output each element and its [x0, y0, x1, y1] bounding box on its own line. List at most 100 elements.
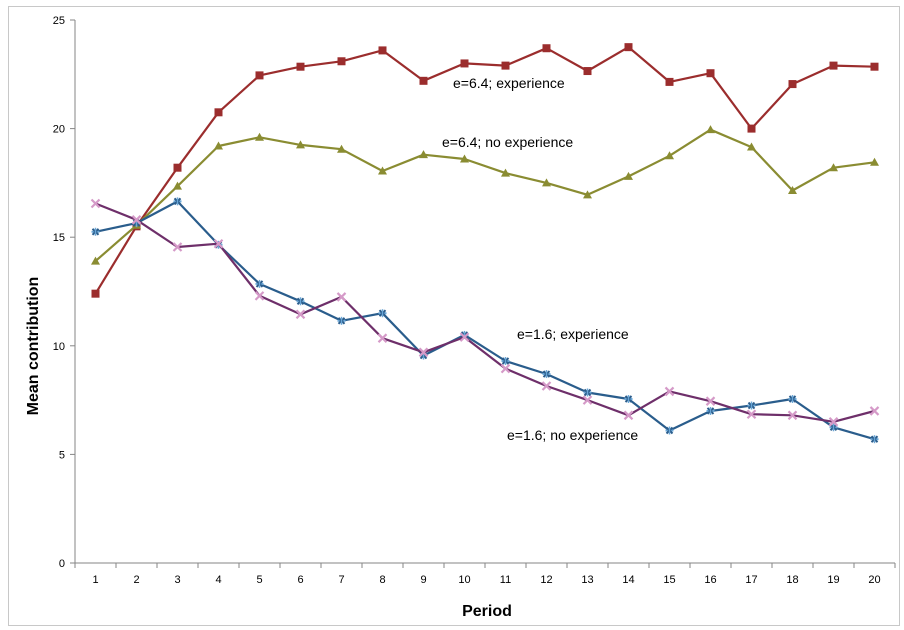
- data-point-s1: [419, 76, 428, 85]
- data-point-s4: [172, 242, 183, 252]
- annotation-e64-experience: e=6.4; experience: [453, 75, 565, 91]
- series-line-3: [95, 200, 875, 441]
- data-point-s4: [828, 417, 839, 427]
- x-tick-label: 18: [786, 574, 798, 586]
- x-tick-label: 16: [704, 574, 716, 586]
- data-point-s2: [296, 140, 305, 149]
- data-point-s1: [296, 62, 305, 71]
- data-point-s2: [624, 171, 633, 180]
- y-tick-label: 15: [53, 232, 65, 244]
- data-point-s4: [418, 347, 429, 358]
- data-point-s4: [131, 215, 142, 225]
- data-point-s4: [336, 292, 347, 302]
- data-point-s1: [255, 71, 264, 80]
- data-point-s4: [705, 396, 716, 406]
- data-point-s2: [706, 125, 715, 134]
- marker-stroke: [336, 292, 347, 302]
- data-point-s2: [829, 163, 838, 172]
- y-tick-label: 10: [53, 341, 65, 353]
- data-point-s1: [747, 124, 756, 133]
- marker-stroke: [541, 381, 552, 391]
- series-line-1: [94, 45, 875, 295]
- x-tick-label: 6: [297, 574, 303, 586]
- x-tick-label: 2: [133, 574, 139, 586]
- marker-stroke: [418, 347, 429, 358]
- x-tick-label: 1: [92, 574, 98, 586]
- x-tick-label: 13: [581, 574, 593, 586]
- x-tick-label: 17: [745, 574, 757, 586]
- data-point-s2: [173, 181, 182, 190]
- data-point-s1: [624, 43, 633, 52]
- data-point-s4: [254, 291, 265, 301]
- marker-stroke: [787, 410, 798, 421]
- annotation-e64-no-experience: e=6.4; no experience: [442, 134, 573, 150]
- data-point-s2: [583, 190, 592, 199]
- data-point-s1: [214, 108, 223, 117]
- data-point-s4: [746, 409, 757, 419]
- data-point-s1: [870, 62, 879, 71]
- data-point-s3: [706, 406, 715, 415]
- x-tick-labels: 1 2 3 4 5 6 7 8 9 10 11 12 13 14 15 16 17 18 19 20: [92, 574, 880, 586]
- data-point-s2: [870, 157, 879, 166]
- data-point-s2: [91, 256, 100, 265]
- data-point-s4: [664, 386, 675, 397]
- data-point-s2: [665, 151, 674, 160]
- data-point-s4: [295, 309, 306, 320]
- y-tick-label: 25: [53, 15, 65, 27]
- data-point-s2: [337, 144, 346, 153]
- x-tick-label: 12: [540, 574, 552, 586]
- series-line-2: [94, 128, 875, 262]
- data-point-s2: [214, 141, 223, 150]
- data-point-s1: [829, 61, 838, 70]
- data-point-s3: [91, 227, 100, 236]
- data-point-s4: [623, 410, 634, 421]
- marker-stroke: [828, 417, 839, 427]
- data-point-s1: [501, 61, 510, 70]
- data-point-s4: [459, 332, 470, 342]
- marker-stroke: [172, 242, 183, 252]
- marker-stroke: [705, 396, 716, 406]
- y-tick-label: 5: [59, 449, 65, 461]
- data-point-s4: [500, 363, 511, 374]
- data-point-s3: [583, 388, 592, 397]
- data-point-s4: [377, 333, 388, 343]
- x-tick-label: 20: [868, 574, 880, 586]
- marker-stroke: [90, 198, 101, 209]
- data-point-s3: [870, 435, 879, 444]
- data-point-s2: [419, 150, 428, 159]
- y-tick-label: 0: [59, 558, 65, 570]
- marker-stroke: [254, 291, 265, 301]
- data-point-s3: [296, 297, 305, 306]
- marker-stroke: [213, 238, 224, 249]
- data-point-s3: [378, 309, 387, 318]
- marker-stroke: [459, 332, 470, 342]
- data-point-s4: [90, 198, 101, 209]
- data-point-s3: [542, 370, 551, 379]
- x-tick-label: 10: [458, 574, 470, 586]
- data-point-s2: [788, 186, 797, 195]
- data-point-s2: [378, 166, 387, 175]
- x-tick-label: 7: [338, 574, 344, 586]
- x-tick-label: 9: [420, 574, 426, 586]
- data-point-s2: [747, 142, 756, 151]
- data-point-s1: [665, 77, 674, 86]
- marker-stroke: [869, 406, 880, 416]
- data-point-s2: [542, 178, 551, 187]
- series-group: [90, 43, 880, 444]
- y-tick-label: 20: [53, 124, 65, 136]
- data-point-s1: [91, 289, 100, 298]
- data-point-s3: [665, 426, 674, 435]
- annotation-e16-experience: e=1.6; experience: [517, 326, 629, 342]
- x-axis-title: Period: [462, 603, 512, 620]
- data-point-s3: [255, 279, 264, 288]
- data-point-s2: [501, 168, 510, 177]
- y-tick-labels: 0 5 10 15 20 25: [53, 15, 65, 570]
- x-tick-label: 3: [174, 574, 180, 586]
- data-point-s3: [173, 197, 182, 206]
- data-point-s1: [542, 44, 551, 53]
- marker-stroke: [623, 410, 634, 421]
- data-point-s3: [624, 395, 633, 404]
- x-tick-label: 19: [827, 574, 839, 586]
- data-point-s3: [788, 395, 797, 404]
